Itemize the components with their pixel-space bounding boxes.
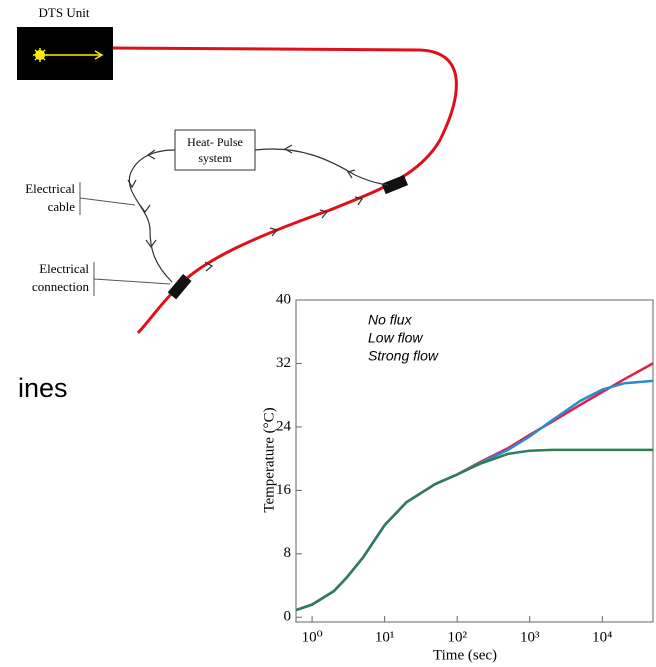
- legend-label: Strong flow: [368, 348, 439, 364]
- connection-label: Electrical: [39, 261, 89, 276]
- sun-rays: [33, 48, 47, 62]
- connection-label: connection: [32, 279, 90, 294]
- y-tick-label: 32: [276, 355, 291, 371]
- legend-label: No flux: [368, 312, 413, 328]
- legend-label: Low flow: [368, 330, 423, 346]
- fiber-cable: [113, 48, 456, 333]
- series-line: [296, 450, 653, 610]
- dts-label: DTS Unit: [39, 5, 90, 20]
- y-tick-label: 24: [276, 418, 292, 434]
- leader-line: [80, 182, 135, 215]
- cable-label: cable: [48, 199, 76, 214]
- y-tick-label: 16: [276, 482, 292, 498]
- x-tick-label: 10²: [447, 629, 467, 645]
- cable-label: Electrical: [25, 181, 75, 196]
- leader-line: [94, 262, 170, 296]
- electrical-cable: [255, 149, 388, 185]
- electrical-cable: [129, 150, 175, 282]
- x-tick-label: 10¹: [375, 629, 395, 645]
- y-tick-label: 0: [284, 609, 292, 625]
- slide-text: ines: [18, 373, 68, 403]
- x-tick-label: 10⁰: [302, 629, 323, 645]
- x-tick-label: 10³: [520, 629, 540, 645]
- x-axis-label: Time (sec): [433, 647, 497, 663]
- slide: DTS Unit Heat- Pulse system Electrical c…: [0, 0, 656, 667]
- page: DTS Unit Heat- Pulse system Electrical c…: [0, 0, 656, 667]
- y-tick-label: 8: [284, 545, 292, 561]
- heat-pulse-label: Heat- Pulse: [187, 135, 243, 149]
- x-tick-label: 10⁴: [592, 629, 612, 645]
- y-tick-label: 40: [276, 291, 291, 307]
- heat-pulse-label: system: [198, 151, 232, 165]
